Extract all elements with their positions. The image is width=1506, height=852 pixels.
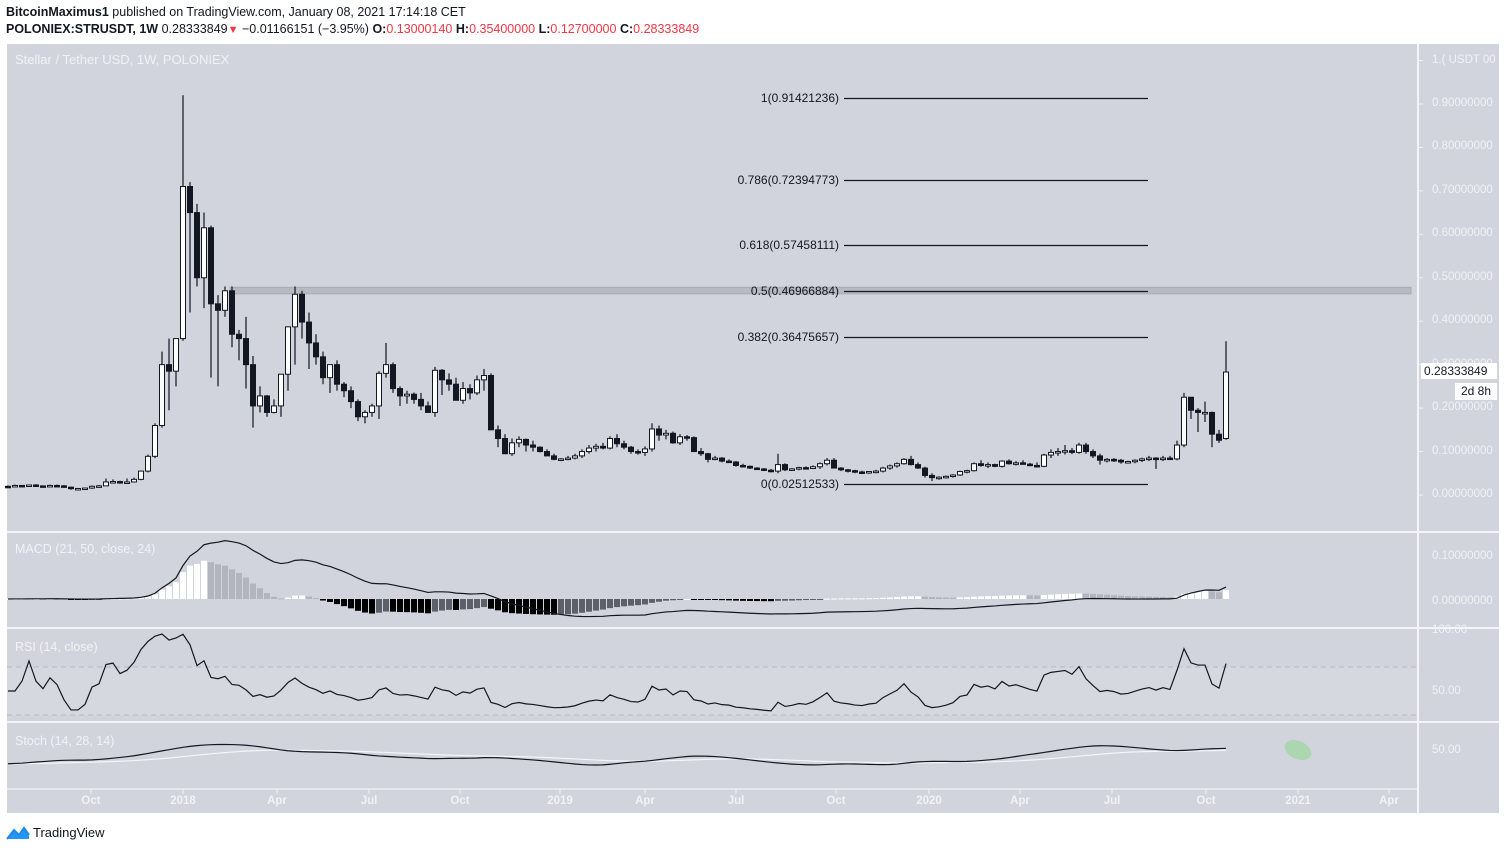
price-axis-label: 1.( USDT 00 bbox=[1432, 53, 1496, 66]
time-axis-label: Jul bbox=[1103, 795, 1121, 807]
price-axis-label: 0.20000000 bbox=[1432, 401, 1493, 414]
published-text: published on TradingView.com, January 08… bbox=[108, 5, 466, 19]
rsi-bands bbox=[7, 666, 1417, 716]
low-label: L: bbox=[538, 22, 551, 36]
macd-axis-label-1: 0.00000000 bbox=[1432, 595, 1493, 607]
price-axis-label: 0.60000000 bbox=[1432, 227, 1493, 240]
price-axis[interactable] bbox=[1419, 44, 1499, 531]
time-axis-label: Apr bbox=[1010, 795, 1030, 807]
time-axis-label: 2020 bbox=[916, 795, 942, 807]
price-change: −0.01166151 (−3.95%) bbox=[242, 22, 369, 36]
down-arrow-icon: ▼ bbox=[227, 24, 239, 36]
rsi-axis-label-0: 100.00 bbox=[1432, 624, 1468, 636]
price-axis-label: 0.80000000 bbox=[1432, 140, 1493, 153]
rsi-series bbox=[8, 633, 1227, 712]
rsi-label[interactable]: RSI (14, close) bbox=[15, 640, 98, 654]
time-axis-label: 2021 bbox=[1285, 795, 1311, 807]
fib-level-label[interactable]: 1(0.91421236) bbox=[760, 90, 839, 105]
symbol-ohlc-bar: POLONIEX:STRUSDT, 1W 0.28333849▼ −0.0116… bbox=[6, 22, 699, 36]
axis-ticks bbox=[7, 44, 1499, 813]
price-axis-label: 0.40000000 bbox=[1432, 314, 1493, 327]
time-axis-label: 2018 bbox=[170, 795, 196, 807]
close-value: 0.28333849 bbox=[633, 22, 700, 36]
stoch-label[interactable]: Stoch (14, 28, 14) bbox=[15, 734, 115, 748]
time-axis-label: Oct bbox=[1196, 795, 1216, 807]
chart-watermark: Stellar / Tether USD, 1W, POLONIEX bbox=[15, 52, 230, 67]
open-label: O: bbox=[372, 22, 387, 36]
macd-axis[interactable] bbox=[1419, 533, 1499, 627]
time-axis-label: Jul bbox=[360, 795, 378, 807]
macd-series bbox=[5, 540, 1229, 618]
time-axis-label: Apr bbox=[267, 795, 287, 807]
stoch-series bbox=[7, 743, 1227, 766]
time-axis[interactable] bbox=[7, 789, 1417, 813]
rsi-axis[interactable] bbox=[1419, 629, 1499, 721]
price-axis-label: 0.50000000 bbox=[1432, 270, 1493, 283]
tradingview-brand: TradingView bbox=[33, 825, 105, 840]
author-name[interactable]: BitcoinMaximus1 bbox=[6, 5, 109, 19]
time-axis-label: Apr bbox=[635, 795, 655, 807]
high-value: 0.35400000 bbox=[469, 22, 536, 36]
fib-level-label[interactable]: 0.382(0.36475657) bbox=[737, 329, 839, 344]
fib-level-label[interactable]: 0(0.02512533) bbox=[760, 476, 839, 491]
last-price: 0.28333849 bbox=[161, 22, 228, 36]
fib-level-label[interactable]: 0.5(0.46966884) bbox=[750, 283, 839, 298]
rsi-axis-label-1: 50.00 bbox=[1432, 685, 1461, 697]
high-label: H: bbox=[455, 22, 470, 36]
publish-info: BitcoinMaximus1 published on TradingView… bbox=[6, 5, 466, 19]
time-axis-label: 2019 bbox=[547, 795, 573, 807]
current-price-tag: 0.28333849 bbox=[1421, 363, 1497, 379]
time-axis-label: Oct bbox=[81, 795, 101, 807]
tradingview-cloud-icon bbox=[6, 825, 30, 840]
fib-level-label[interactable]: 0.786(0.72394773) bbox=[737, 172, 839, 187]
time-axis-label: Oct bbox=[826, 795, 846, 807]
fib-level-label[interactable]: 0.618(0.57458111) bbox=[739, 237, 839, 252]
fib-retracement[interactable] bbox=[844, 97, 1148, 486]
time-axis-label: Oct bbox=[450, 795, 470, 807]
price-axis-label: 0.70000000 bbox=[1432, 183, 1493, 196]
macd-axis-label-0: 0.10000000 bbox=[1432, 550, 1493, 562]
price-axis-label: 0.10000000 bbox=[1432, 444, 1493, 457]
macd-label[interactable]: MACD (21, 50, close, 24) bbox=[15, 542, 156, 556]
bar-countdown-tag: 2d 8h bbox=[1455, 383, 1497, 400]
candlestick-series bbox=[5, 95, 1229, 491]
stoch-axis-label-0: 50.00 bbox=[1432, 744, 1461, 756]
symbol-label: POLONIEX:STRUSDT, 1W bbox=[6, 22, 159, 36]
price-axis-label: 0.00000000 bbox=[1432, 488, 1493, 500]
low-value: 0.12700000 bbox=[550, 22, 617, 36]
tradingview-logo[interactable]: TradingView bbox=[6, 825, 105, 840]
close-label: C: bbox=[619, 22, 634, 36]
time-axis-corner bbox=[1419, 789, 1499, 813]
open-value: 0.13000140 bbox=[386, 22, 453, 36]
time-axis-label: Apr bbox=[1379, 795, 1399, 807]
price-axis-label: 0.90000000 bbox=[1432, 96, 1493, 109]
highlight-ellipse[interactable] bbox=[1282, 736, 1315, 764]
time-axis-label: Jul bbox=[727, 795, 745, 807]
